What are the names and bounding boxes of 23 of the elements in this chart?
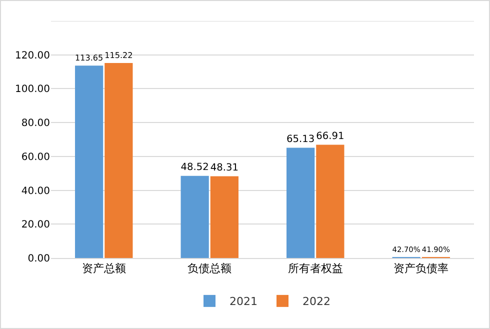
y-tick-label: 40.00 <box>21 186 50 197</box>
bar <box>104 62 133 258</box>
bar <box>316 144 344 258</box>
y-tick-label: 60.00 <box>21 152 50 163</box>
y-tick-label: 80.00 <box>21 118 50 130</box>
bar <box>210 176 238 258</box>
data-label: 48.31 <box>210 162 238 174</box>
bar <box>75 66 104 258</box>
x-tick-label: 负债总额 <box>188 262 232 276</box>
y-tick-label: 20.00 <box>21 220 50 231</box>
data-label: 48.52 <box>180 162 209 174</box>
y-tick-label: 100.00 <box>15 84 50 96</box>
data-label: 65.13 <box>286 134 315 146</box>
y-tick-label: 0.00 <box>28 254 50 264</box>
x-tick-label: 所有者权益 <box>288 262 343 276</box>
x-tick-label: 资产负债率 <box>394 262 449 276</box>
bar <box>286 148 315 258</box>
legend-label: 2021 <box>230 295 258 308</box>
bar <box>180 176 209 258</box>
x-tick-label: 资产总额 <box>82 262 126 276</box>
data-label: 66.91 <box>316 131 344 142</box>
legend-label: 2022 <box>302 295 330 308</box>
y-tick-label: 120.00 <box>15 50 50 62</box>
